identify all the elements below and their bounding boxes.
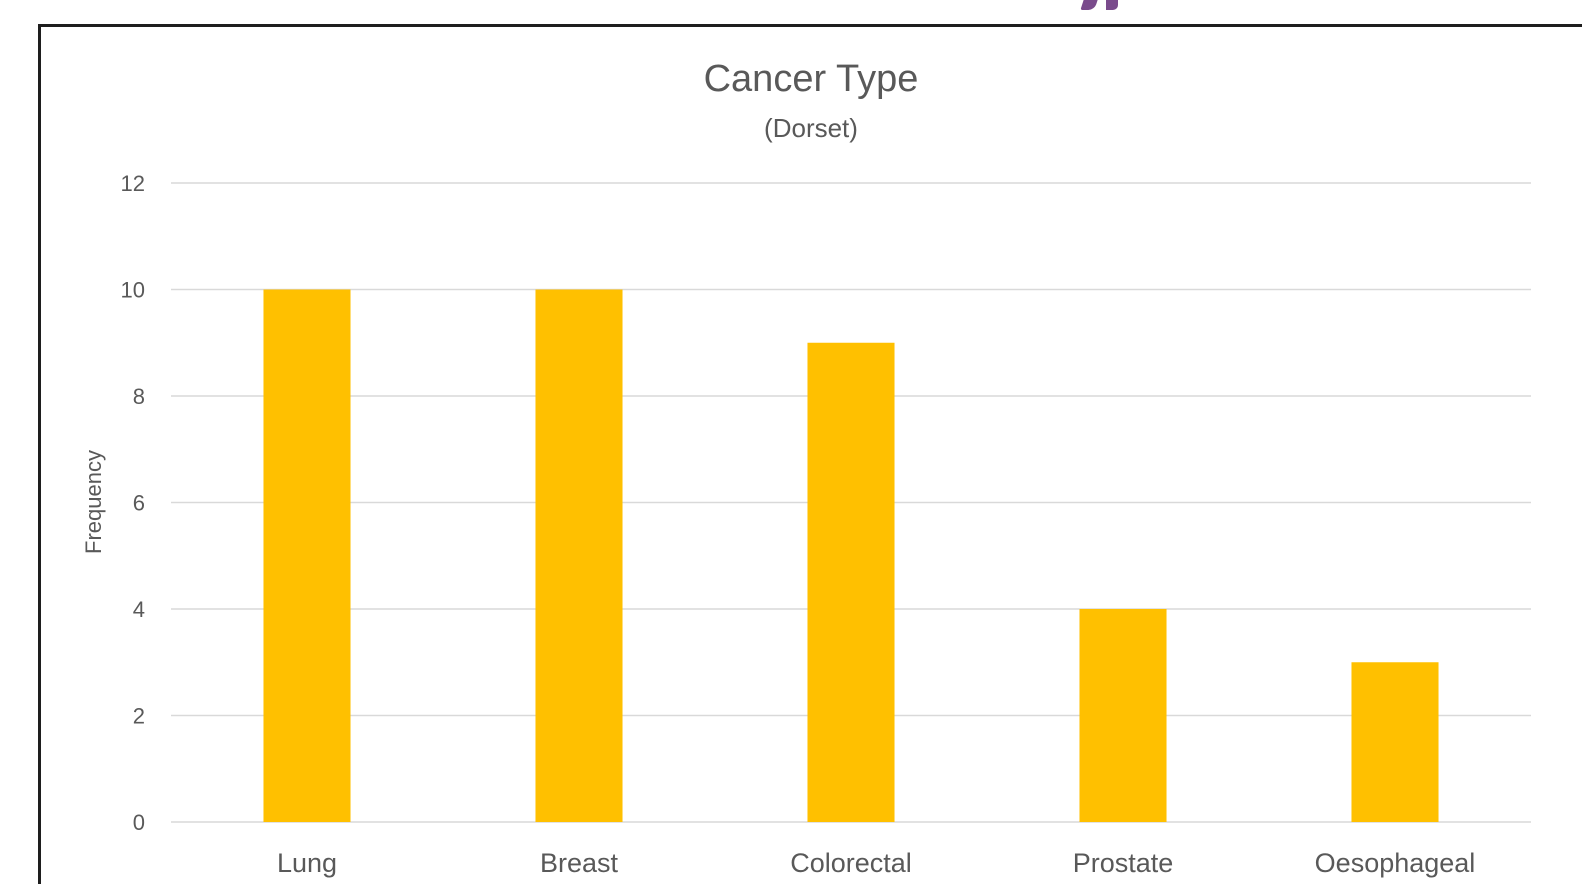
y-tick-label: 12 (121, 171, 145, 196)
chart-subtitle: (Dorset) (764, 113, 858, 143)
x-tick-label: Oesophageal (1315, 848, 1476, 878)
y-tick-label: 4 (133, 597, 145, 622)
y-tick-label: 8 (133, 384, 145, 409)
y-axis-ticks: 0 2 4 6 8 10 12 (121, 171, 145, 835)
bar-colorectal (807, 342, 895, 822)
x-tick-label: Breast (540, 848, 619, 878)
y-tick-label: 6 (133, 491, 145, 516)
x-tick-label: Prostate (1073, 848, 1174, 878)
bar-prostate (1079, 609, 1167, 822)
bar-breast (535, 289, 623, 822)
bar-oesophageal (1351, 662, 1439, 822)
chart-frame: 0 2 4 6 8 10 12 Lung Breast Colorectal Prostate Oe… (38, 24, 1582, 884)
cropped-heading-fragment (1076, 0, 1136, 14)
bar-chart: 0 2 4 6 8 10 12 Lung Breast Colorectal Prostate Oe… (81, 58, 1531, 878)
heading-glyph-fragment (1106, 0, 1118, 10)
y-tick-label: 0 (133, 810, 145, 835)
chart-title: Cancer Type (704, 58, 919, 100)
y-axis-label: Frequency (81, 450, 106, 554)
heading-glyph-fragment (1080, 0, 1098, 10)
x-axis-ticks: Lung Breast Colorectal Prostate Oesophageal (277, 848, 1475, 878)
x-tick-label: Lung (277, 848, 337, 878)
bars (263, 289, 1439, 822)
y-tick-label: 2 (133, 704, 145, 729)
y-tick-label: 10 (121, 278, 145, 303)
bar-lung (263, 289, 351, 822)
x-tick-label: Colorectal (790, 848, 912, 878)
